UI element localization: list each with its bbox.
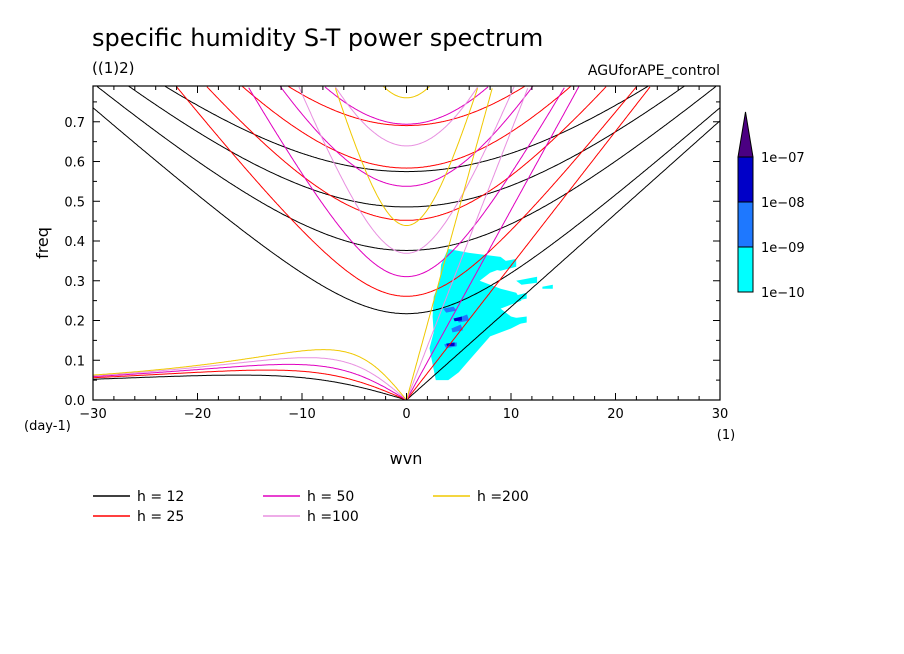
- x-axis-unit: (1): [717, 428, 735, 443]
- colorbar-label: 1e−10: [761, 286, 805, 301]
- chart-title: specific humidity S-T power spectrum: [92, 24, 543, 52]
- dispersion-curve-2: [324, 86, 489, 125]
- legend: h = 12 h = 25 h = 50 h =100 h =200: [93, 489, 529, 525]
- y-tick-label: 0.0: [64, 394, 85, 409]
- dispersion-curve-0: [96, 86, 717, 251]
- y-tick-label: 0.2: [64, 315, 85, 330]
- y-tick-label: 0.6: [64, 156, 85, 171]
- y-tick-label: 0.1: [64, 354, 85, 369]
- dispersion-curve-1: [242, 86, 571, 169]
- contour-patch: [542, 284, 553, 289]
- colorbar-label: 1e−08: [761, 196, 805, 211]
- contour-patch: [429, 249, 527, 381]
- colorbar-swatch: [737, 246, 754, 293]
- legend-label: h = 12: [137, 489, 184, 505]
- dispersion-curve-0: [128, 85, 685, 208]
- dispersion-curve-0: [92, 374, 407, 401]
- legend-label: h =200: [477, 489, 529, 505]
- run-label: AGUforAPE_control: [588, 63, 720, 79]
- y-axis-unit: (day-1): [24, 419, 71, 434]
- dispersion-curve-1: [93, 369, 407, 401]
- dispersion-curve-4: [383, 86, 430, 99]
- colorbar-label: 1e−09: [761, 241, 805, 256]
- colorbar-swatch: [737, 156, 754, 203]
- dispersion-curve-2: [92, 363, 407, 401]
- dispersion-curve-1: [406, 86, 651, 401]
- dispersion-curve-1: [176, 86, 637, 297]
- contour-patch: [453, 316, 462, 322]
- y-axis-label: freq: [33, 227, 52, 259]
- plot-frame: [92, 85, 721, 401]
- legend-label: h = 50: [307, 489, 354, 505]
- colorbar-swatch: [737, 201, 754, 248]
- x-tick-label: 10: [503, 407, 520, 422]
- x-tick-label: −10: [288, 407, 315, 422]
- colorbar-extend: [737, 111, 754, 158]
- dispersion-curve-0: [92, 107, 721, 315]
- dispersion-curve-2: [406, 86, 580, 401]
- contour-patch: [443, 306, 457, 313]
- dispersion-curve-0: [406, 120, 721, 401]
- dispersion-curves: [92, 85, 721, 401]
- dispersion-curve-3: [298, 86, 515, 254]
- x-tick-label: −20: [184, 407, 211, 422]
- y-tick-label: 0.5: [64, 195, 85, 210]
- y-tick-label: 0.3: [64, 275, 85, 290]
- x-axis-label: wvn: [390, 449, 423, 468]
- x-tick-label: 20: [607, 407, 624, 422]
- dispersion-curve-4: [406, 88, 493, 401]
- legend-label: h =100: [307, 509, 359, 525]
- legend-label: h = 25: [137, 509, 184, 525]
- x-tick-label: 0: [402, 407, 410, 422]
- contour-patch: [511, 316, 527, 325]
- dispersion-curve-1: [206, 86, 607, 221]
- x-tick-label: 30: [712, 407, 729, 422]
- power-contours: [429, 249, 553, 381]
- y-tick-label: 0.4: [64, 235, 85, 250]
- dispersion-curve-1: [288, 85, 525, 127]
- axis-ticks: −30 −20 −10 0 10 20 30 0.0 0.1 0.2 0.3 0.4 0.5 0.6 0.7: [64, 86, 728, 422]
- x-tick-label: −30: [79, 407, 106, 422]
- dispersion-curve-3: [334, 86, 479, 147]
- contour-patch: [516, 276, 538, 285]
- colorbar-label: 1e−07: [761, 151, 805, 166]
- colorbar: 1e−10 1e−09 1e−08 1e−07: [737, 111, 805, 301]
- y-tick-label: 0.7: [64, 116, 85, 131]
- dispersion-curve-4: [92, 349, 407, 401]
- chart-subtitle: ((1)2): [92, 59, 135, 77]
- dispersion-curve-4: [334, 88, 479, 226]
- dispersion-curve-3: [92, 357, 407, 401]
- contour-patch: [511, 292, 527, 301]
- dispersion-curve-3: [406, 88, 529, 401]
- dispersion-curve-0: [164, 85, 649, 173]
- dispersion-curve-2: [248, 87, 565, 278]
